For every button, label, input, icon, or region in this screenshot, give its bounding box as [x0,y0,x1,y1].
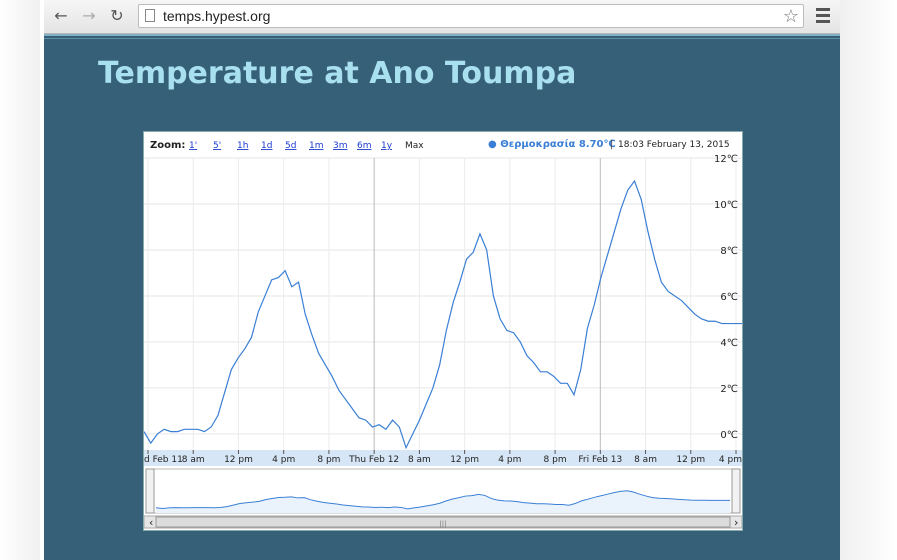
x-tick-label: 4 pm [498,455,521,465]
temperature-chart: Zoom: 1' 5' 1h 1d 5d 1m 3m 6m 1y Max ● Θερμοκρασία … [143,138,743,529]
x-tick-label: 8 pm [544,455,567,465]
y-tick-label: 0℃ [720,430,738,441]
back-arrow-icon[interactable]: ← [54,6,68,25]
zoom-option-1h[interactable]: 1h [237,141,248,151]
page-icon [145,9,155,22]
x-tick-label: 4 pm [272,455,295,465]
navigator-right-handle[interactable] [731,468,741,514]
zoom-option-Max[interactable]: Max [405,141,424,151]
zoom-option-3m[interactable]: 3m [333,141,348,151]
y-tick-label: 4℃ [720,338,738,349]
zoom-option-6m[interactable]: 6m [357,141,372,151]
navigator-series-line [155,490,730,510]
x-axis-band [144,450,742,466]
scroll-right-arrow-icon[interactable]: › [734,516,738,529]
y-tick-label: 6℃ [720,292,738,303]
navigator-left-handle[interactable] [145,468,155,514]
x-tick-label: Thu Feb 12 [348,455,399,465]
zoom-option-5[interactable]: 5' [213,141,221,151]
legend-separator: | [610,139,613,150]
x-tick-label: 12 pm [224,455,253,465]
navigator-series-area [156,490,730,513]
zoom-label: Zoom: [150,140,185,151]
address-bar[interactable]: temps.hypest.org ☆ [138,4,804,28]
browser-toolbar: ← → ↻ temps.hypest.org ☆ [44,0,840,34]
chart-container: Zoom: 1' 5' 1h 1d 5d 1m 3m 6m 1y Max ● Θερμοκρασία … [143,131,743,531]
y-tick-label: 10℃ [714,200,738,211]
zoom-option-5d[interactable]: 5d [285,141,296,151]
right-margin [840,0,897,560]
zoom-option-1[interactable]: 1' [189,141,197,151]
y-tick-label: 2℃ [720,384,738,395]
x-tick-label: 8 am [634,455,657,465]
forward-arrow-icon[interactable]: → [82,6,96,25]
y-tick-label: 8℃ [720,246,738,257]
header-stripe [44,34,840,36]
scrollbar-thumb[interactable] [155,516,731,528]
x-tick-label: 12 pm [450,455,479,465]
zoom-option-1y[interactable]: 1y [381,141,393,151]
reload-icon[interactable]: ↻ [110,6,124,25]
url-text[interactable]: temps.hypest.org [163,8,271,24]
bookmark-star-icon[interactable]: ☆ [782,6,799,27]
y-tick-label: 12℃ [714,154,738,165]
scrollbar-grip-icon: ||| [439,520,446,528]
browser-window: ← → ↻ temps.hypest.org ☆ Temperature at … [44,0,840,560]
header-stripe-thin [44,38,840,39]
legend-series-label: ● Θερμοκρασία 8.70℃ [488,138,616,150]
x-tick-label: 8 pm [317,455,340,465]
zoom-option-1m[interactable]: 1m [309,141,324,151]
x-tick-label: 4 pm [719,455,742,465]
temperature-series-line [143,179,742,450]
menu-icon[interactable] [816,8,830,24]
x-tick-label: 8 am [182,455,205,465]
x-tick-label: 8 am [408,455,431,465]
x-tick-label: d Feb 11 [144,455,183,465]
page-title: Temperature at Ano Toumpa [98,56,577,91]
zoom-option-1d[interactable]: 1d [261,141,272,151]
legend-timestamp: 18:03 February 13, 2015 [618,140,730,150]
left-margin [0,0,40,560]
x-tick-label: 12 pm [676,455,705,465]
scroll-left-arrow-icon[interactable]: ‹ [149,516,153,529]
x-tick-label: Fri Feb 13 [578,455,622,465]
